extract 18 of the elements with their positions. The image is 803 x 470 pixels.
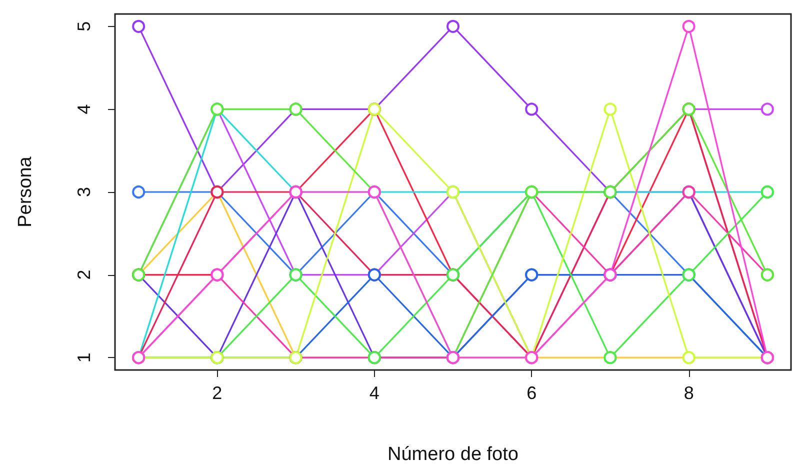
y-axis-title: Persona: [15, 156, 36, 228]
point: [760, 102, 774, 116]
point: [446, 20, 460, 33]
point: [682, 20, 696, 33]
x-tick-label: 4: [369, 383, 380, 403]
x-tick-label: 2: [212, 383, 222, 403]
point: [604, 102, 617, 116]
point: [132, 20, 146, 33]
y-tick-label: 2: [74, 270, 94, 280]
y-tick-label: 4: [74, 104, 94, 114]
point: [132, 186, 146, 198]
point: [525, 102, 538, 116]
x-axis-title: Número de foto: [388, 444, 518, 465]
x-tick-label: 8: [684, 383, 694, 403]
x-tick-label: 6: [526, 383, 537, 403]
y-tick-label: 1: [74, 352, 94, 363]
y-tick-label: 5: [74, 21, 94, 32]
y-tick-label: 3: [74, 186, 94, 198]
